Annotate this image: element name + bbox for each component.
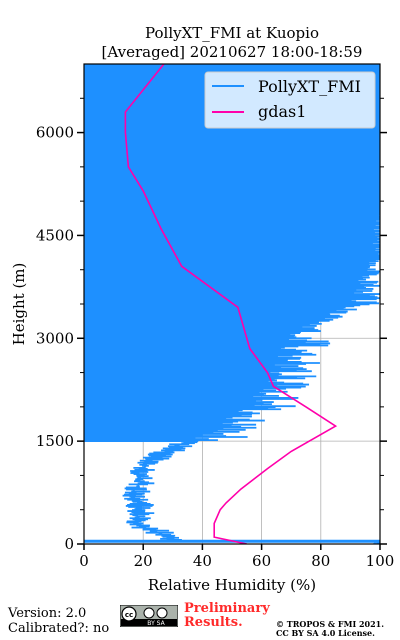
version-info: Version: 2.0 Calibrated?: no xyxy=(8,606,109,636)
preliminary-line1: Preliminary xyxy=(184,601,270,616)
x-tick-label: 60 xyxy=(252,552,271,570)
copyright-notice: © TROPOS & FMI 2021. CC BY SA 4.0 Licens… xyxy=(276,620,384,638)
version-text: Version: 2.0 xyxy=(8,606,87,621)
gdas1-line xyxy=(124,64,338,544)
y-axis-label: Height (m) xyxy=(10,263,28,346)
cc-license-badge: cc BY SA xyxy=(120,605,178,627)
preliminary-notice: Preliminary Results. xyxy=(184,602,270,630)
x-tick-label: 0 xyxy=(79,552,89,570)
y-tick-label: 6000 xyxy=(36,124,74,142)
y-tick-label: 3000 xyxy=(36,329,74,347)
rh-profile-chart: PollyXT_FMI at Kuopio [Averaged] 2021062… xyxy=(10,24,395,594)
legend-box xyxy=(204,71,376,129)
cc-by-sa-text: BY SA xyxy=(147,620,165,627)
copyright-line2: CC BY SA 4.0 License. xyxy=(276,628,375,638)
cc-mark: cc xyxy=(125,611,133,619)
copyright-line1: © TROPOS & FMI 2021. xyxy=(276,619,385,629)
x-tick-label: 20 xyxy=(134,552,153,570)
chart-title-line2: [Averaged] 20210627 18:00-18:59 xyxy=(102,43,363,61)
x-axis-label: Relative Humidity (%) xyxy=(148,576,316,594)
series-pollyxt-fmi xyxy=(84,64,380,544)
legend-label-pollyxt-fmi: PollyXT_FMI xyxy=(258,77,361,96)
chart-title-line1: PollyXT_FMI at Kuopio xyxy=(145,24,319,42)
x-tick-label: 40 xyxy=(193,552,212,570)
calibrated-text: Calibrated?: no xyxy=(8,621,110,636)
plot-area: 0 20 40 60 80 100 0 1500 3000 4500 6000 xyxy=(36,63,395,570)
y-tick-label: 1500 xyxy=(36,432,74,450)
legend-label-gdas1: gdas1 xyxy=(258,102,306,121)
preliminary-line2: Results. xyxy=(184,615,243,630)
legend: PollyXT_FMI gdas1 xyxy=(204,71,376,129)
series-gdas1 xyxy=(124,64,338,544)
x-tick-label: 100 xyxy=(366,552,395,570)
y-tick-label: 0 xyxy=(64,535,74,553)
axis-ticks: 0 20 40 60 80 100 0 1500 3000 4500 6000 xyxy=(36,97,395,570)
y-tick-label: 4500 xyxy=(36,226,74,244)
x-tick-label: 80 xyxy=(311,552,330,570)
